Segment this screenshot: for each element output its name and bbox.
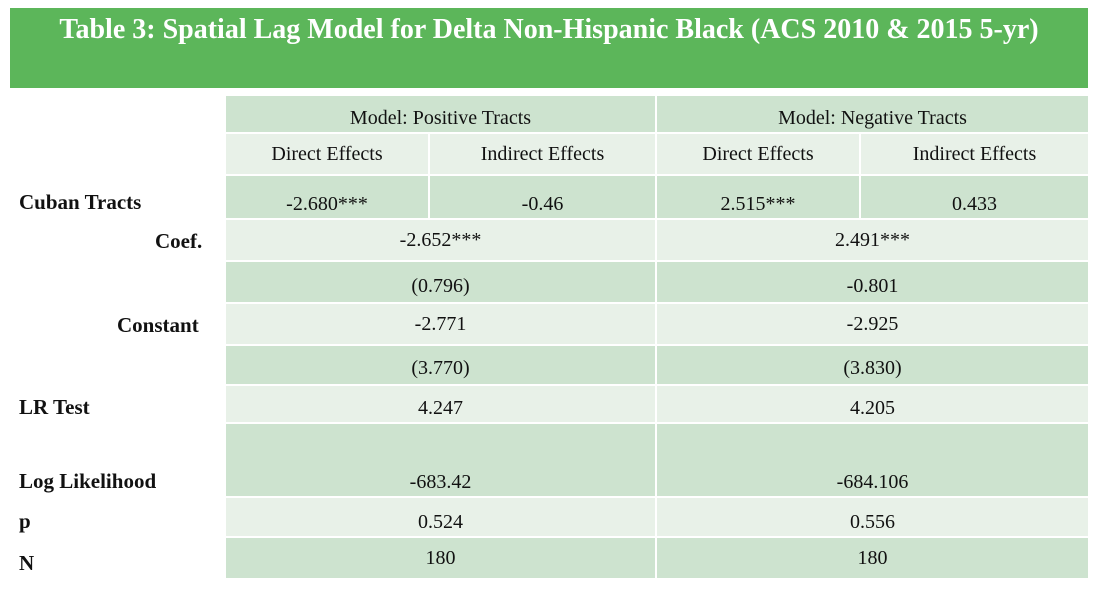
cell-constant-se-neg: (3.830) [657, 346, 1088, 384]
cell-cuban-pos-indirect: -0.46 [430, 176, 655, 218]
row-label-coef: Coef. [155, 228, 203, 253]
cell-cuban-neg-indirect: 0.433 [861, 176, 1088, 218]
row-label-cuban-tracts: Cuban Tracts [19, 189, 142, 214]
cell-n-neg: 180 [657, 538, 1088, 578]
row-label-constant: Constant [117, 312, 199, 337]
cell-constant-pos: -2.771 [226, 304, 655, 344]
header-pos-indirect: Indirect Effects [430, 134, 655, 174]
header-pos-direct: Direct Effects [226, 134, 428, 174]
cell-p-pos: 0.524 [226, 498, 655, 536]
cell-n-pos: 180 [226, 538, 655, 578]
row-label-log-likelihood: Log Likelihood [19, 468, 157, 493]
cell-constant-se-pos: (3.770) [226, 346, 655, 384]
cell-coef-pos: -2.652*** [226, 220, 655, 260]
cell-log-likelihood-neg: -684.106 [657, 424, 1088, 496]
cell-p-neg: 0.556 [657, 498, 1088, 536]
row-label-lr-test: LR Test [19, 394, 90, 419]
cell-log-likelihood-pos: -683.42 [226, 424, 655, 496]
header-neg-direct: Direct Effects [657, 134, 859, 174]
cell-coef-neg: 2.491*** [657, 220, 1088, 260]
cell-lr-test-pos: 4.247 [226, 386, 655, 422]
cell-cuban-pos-direct: -2.680*** [226, 176, 428, 218]
cell-lr-test-neg: 4.205 [657, 386, 1088, 422]
cell-coef-se-pos: (0.796) [226, 262, 655, 302]
cell-constant-neg: -2.925 [657, 304, 1088, 344]
table-title: Table 3: Spatial Lag Model for Delta Non… [10, 8, 1088, 88]
cell-coef-se-neg: -0.801 [657, 262, 1088, 302]
row-label-n: N [19, 550, 35, 575]
row-label-p: p [19, 508, 31, 533]
header-model-negative: Model: Negative Tracts [657, 96, 1088, 132]
header-model-positive: Model: Positive Tracts [226, 96, 655, 132]
cell-cuban-neg-direct: 2.515*** [657, 176, 859, 218]
header-neg-indirect: Indirect Effects [861, 134, 1088, 174]
